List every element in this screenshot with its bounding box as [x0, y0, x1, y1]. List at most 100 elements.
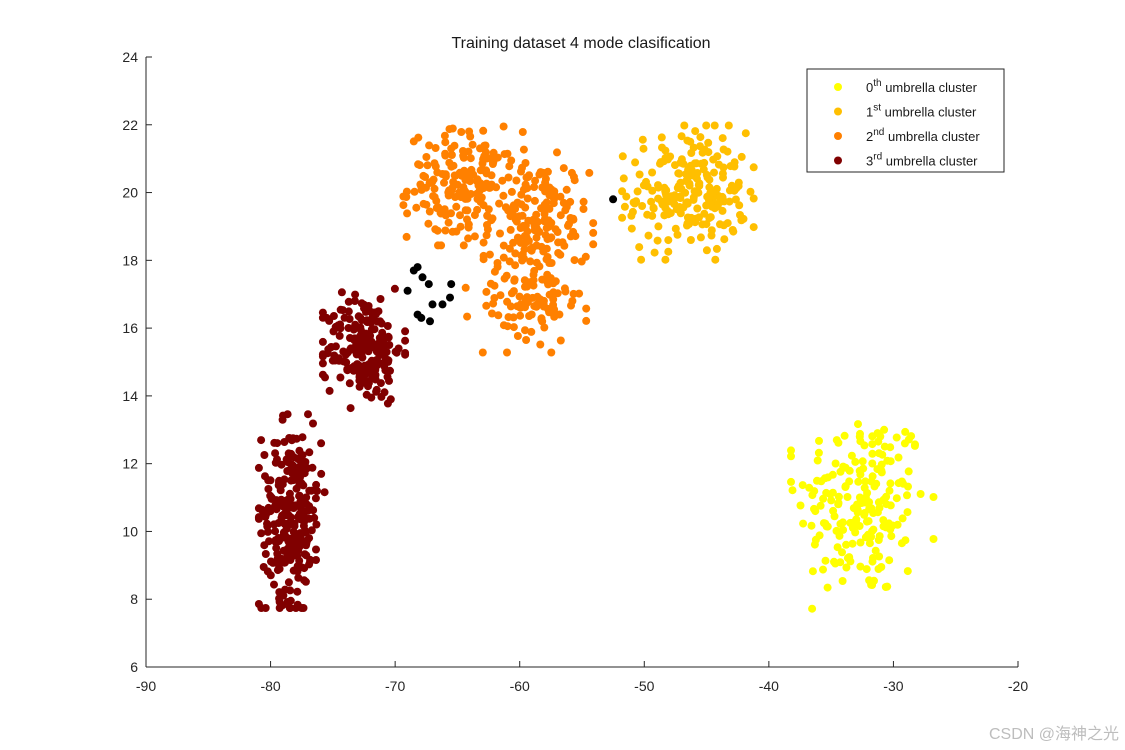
- data-point: [839, 525, 848, 534]
- data-point: [317, 439, 326, 448]
- data-point: [268, 494, 276, 503]
- data-point: [301, 526, 309, 535]
- data-point: [430, 184, 439, 193]
- y-tick-label: 22: [122, 117, 138, 133]
- data-point: [470, 232, 479, 241]
- data-point: [929, 535, 938, 543]
- data-point: [463, 206, 472, 215]
- data-point: [796, 501, 805, 510]
- data-point: [716, 220, 724, 229]
- data-point: [840, 431, 849, 440]
- data-point: [530, 196, 539, 205]
- data-point: [452, 202, 461, 211]
- data-point: [855, 466, 864, 475]
- legend-entry: 1st umbrella cluster: [866, 103, 977, 120]
- points-layer: [254, 121, 938, 613]
- data-point: [530, 266, 539, 275]
- data-point: [272, 505, 281, 514]
- data-point: [459, 183, 468, 192]
- data-point: [489, 157, 498, 166]
- data-point: [502, 203, 511, 212]
- data-point: [451, 171, 460, 180]
- data-point: [886, 443, 895, 452]
- data-point: [503, 149, 512, 158]
- data-point: [351, 320, 360, 329]
- data-point: [787, 452, 795, 461]
- data-point: [257, 436, 266, 445]
- data-point: [620, 202, 629, 211]
- data-point: [643, 210, 652, 219]
- data-point: [542, 198, 551, 207]
- data-point: [322, 313, 331, 322]
- data-point: [502, 271, 511, 280]
- y-tick-label: 24: [122, 49, 138, 65]
- data-point: [344, 307, 353, 316]
- data-point: [293, 542, 301, 551]
- data-point: [710, 121, 719, 130]
- data-point: [507, 208, 516, 217]
- data-point: [886, 479, 895, 488]
- data-point: [266, 476, 275, 485]
- data-point: [883, 582, 892, 591]
- data-point: [366, 343, 375, 352]
- data-point: [402, 187, 411, 196]
- data-point: [854, 477, 863, 486]
- data-point: [521, 203, 530, 212]
- data-point: [532, 210, 541, 219]
- data-point: [702, 121, 711, 130]
- data-point: [831, 559, 840, 568]
- data-point: [449, 161, 458, 170]
- data-point: [821, 556, 830, 565]
- data-point: [350, 297, 359, 305]
- data-point: [638, 202, 647, 210]
- data-point: [855, 493, 864, 502]
- data-point: [639, 144, 648, 153]
- data-point: [834, 492, 843, 501]
- data-point: [346, 404, 355, 413]
- data-point: [819, 494, 828, 503]
- data-point: [686, 236, 695, 244]
- data-point: [290, 519, 299, 528]
- data-point: [555, 310, 564, 319]
- data-point: [302, 493, 311, 502]
- data-point: [549, 279, 558, 288]
- data-point: [515, 292, 524, 301]
- data-point: [737, 152, 746, 161]
- data-point: [702, 246, 711, 255]
- data-point: [696, 233, 705, 242]
- data-point: [666, 209, 675, 218]
- legend-marker: [834, 156, 842, 165]
- data-point: [695, 213, 703, 222]
- data-point: [320, 488, 329, 497]
- data-point: [309, 506, 318, 515]
- data-point: [828, 470, 837, 479]
- data-point: [336, 373, 345, 382]
- data-point: [301, 577, 310, 586]
- data-point: [903, 491, 911, 500]
- data-point: [479, 238, 488, 247]
- watermark: CSDN @海神之光: [988, 726, 1119, 743]
- data-point: [904, 435, 913, 444]
- data-point: [403, 209, 412, 218]
- data-point: [464, 234, 473, 243]
- data-point: [342, 358, 351, 367]
- data-point: [273, 554, 282, 563]
- data-point: [386, 366, 394, 375]
- data-point: [357, 299, 366, 308]
- data-point: [671, 161, 679, 170]
- data-point: [815, 531, 824, 540]
- data-point: [286, 604, 295, 612]
- data-point: [828, 488, 837, 497]
- data-point: [499, 241, 508, 250]
- data-point: [273, 566, 282, 575]
- data-point: [306, 557, 315, 566]
- data-point: [627, 211, 636, 220]
- data-point: [360, 378, 368, 387]
- data-point: [283, 598, 292, 606]
- data-point: [344, 324, 353, 332]
- data-point: [383, 372, 392, 381]
- data-point: [547, 259, 556, 267]
- data-point: [637, 255, 646, 264]
- data-point: [505, 162, 514, 171]
- data-point: [503, 322, 512, 331]
